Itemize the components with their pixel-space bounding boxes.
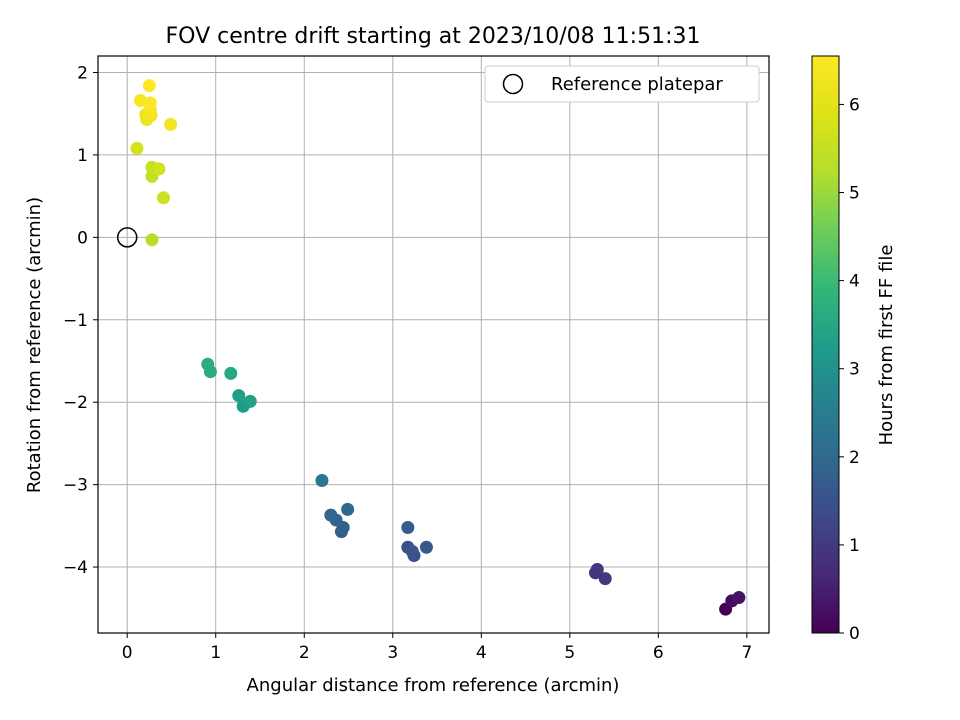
data-point: [164, 117, 178, 131]
x-tick-label: 2: [299, 643, 310, 663]
y-tick-label: −1: [63, 311, 88, 331]
colorbar: 0 1 2 3 4 5 6 Hours from first FF file: [811, 55, 897, 644]
x-tick-label: 6: [653, 643, 664, 663]
x-tick-label: 3: [387, 643, 398, 663]
reference-platepar-marker: [116, 227, 138, 248]
y-tick-label: −4: [63, 558, 88, 578]
y-tick-label: 2: [77, 63, 88, 83]
colorbar-ticks: 0 1 2 3 4 5 6: [839, 95, 860, 644]
colorbar-label: Hours from first FF file: [876, 245, 897, 446]
data-point: [133, 94, 147, 108]
grid-lines: [98, 56, 769, 633]
data-point: [152, 162, 166, 176]
data-point: [130, 141, 144, 155]
data-point: [590, 563, 604, 577]
x-tick-label: 0: [122, 643, 133, 663]
data-point: [224, 366, 238, 380]
data-point: [401, 520, 415, 534]
x-axis-ticks: 0 1 2 3 4 5 6 7: [122, 633, 752, 663]
colorbar-tick-label: 0: [849, 624, 860, 644]
data-point: [341, 502, 355, 516]
colorbar-tick-label: 2: [849, 448, 860, 468]
legend-box: [484, 65, 760, 103]
plot-frame: [97, 55, 770, 634]
chart-title: FOV centre drift starting at 2023/10/08 …: [166, 24, 701, 49]
y-tick-label: −2: [63, 393, 88, 413]
colorbar-tick-label: 5: [849, 184, 860, 204]
data-point: [143, 96, 157, 110]
data-point: [232, 389, 246, 403]
x-tick-label: 5: [564, 643, 575, 663]
data-point: [324, 508, 338, 522]
colorbar-tick-label: 1: [849, 536, 860, 556]
data-point: [732, 591, 746, 605]
x-tick-label: 4: [476, 643, 487, 663]
data-point: [157, 191, 171, 205]
data-point: [145, 233, 159, 247]
y-axis-ticks: −4 −3 −2 −1 0 1 2: [63, 63, 98, 578]
y-axis-label: Rotation from reference (arcmin): [24, 197, 45, 493]
y-tick-label: −3: [63, 476, 88, 496]
y-tick-label: 0: [77, 228, 88, 248]
colorbar-tick-label: 3: [849, 360, 860, 380]
colorbar-tick-label: 6: [849, 95, 860, 115]
data-point: [142, 79, 156, 93]
data-point: [201, 357, 215, 371]
data-point: [419, 540, 433, 554]
x-tick-label: 1: [210, 643, 221, 663]
x-tick-label: 7: [741, 643, 752, 663]
data-point: [243, 394, 257, 408]
legend-entry-reference: Reference platepar: [551, 74, 723, 95]
legend: Reference platepar: [484, 65, 760, 103]
colorbar-gradient: [811, 55, 840, 634]
data-point: [405, 544, 419, 558]
data-points: [130, 79, 746, 616]
legend-marker-icon: [502, 73, 524, 95]
x-axis-label: Angular distance from reference (arcmin): [247, 675, 620, 696]
data-point: [315, 474, 329, 488]
colorbar-tick-label: 4: [849, 272, 860, 292]
data-point: [598, 572, 612, 586]
y-tick-label: 1: [77, 146, 88, 166]
